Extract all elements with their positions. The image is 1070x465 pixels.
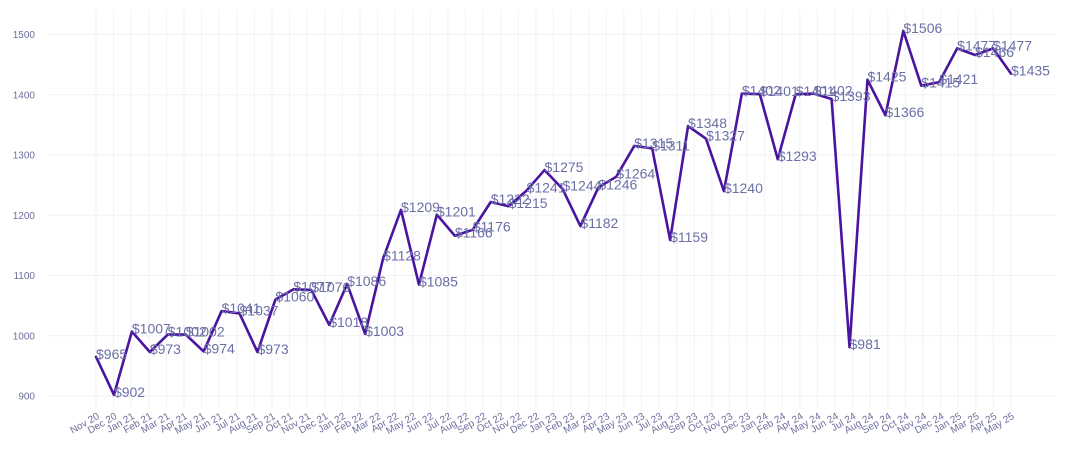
data-label: $1018	[329, 314, 368, 330]
data-label: $1041	[222, 300, 261, 316]
data-label: $1466	[975, 44, 1014, 60]
data-label: $1166	[455, 225, 493, 241]
data-label: $1002	[168, 324, 207, 340]
data-label: $1003	[365, 323, 404, 339]
data-label: $973	[257, 341, 288, 357]
data-label: $974	[204, 340, 235, 356]
data-label: $1007	[132, 321, 171, 337]
data-label: $1241	[527, 180, 566, 196]
data-label: $1128	[383, 248, 421, 264]
data-label: $1201	[437, 204, 476, 220]
data-label: $1077	[293, 278, 332, 294]
horizontal-gridlines	[48, 34, 1056, 397]
y-tick-label: 1400	[13, 90, 36, 101]
data-label: $1176	[473, 219, 511, 235]
data-label: $1060	[275, 289, 314, 305]
data-labels: $965$902$1007$973$1002$1002$974$1041$103…	[96, 20, 1050, 400]
data-label: $1421	[939, 71, 978, 87]
data-label: $1002	[186, 324, 225, 340]
data-label: $981	[850, 336, 881, 352]
data-label: $965	[96, 346, 127, 362]
y-tick-label: 900	[18, 392, 35, 403]
data-label: $1402	[814, 83, 853, 99]
data-label: $902	[114, 384, 145, 400]
data-label: $1506	[903, 20, 942, 36]
data-label: $1085	[419, 274, 458, 290]
y-tick-label: 1000	[13, 331, 36, 342]
data-label: $1311	[652, 137, 690, 153]
data-label: $1402	[742, 83, 781, 99]
data-label: $1246	[598, 177, 637, 193]
data-label: $1366	[885, 104, 924, 120]
data-label: $1315	[634, 135, 673, 151]
data-label: $1275	[545, 159, 584, 175]
y-tick-label: 1100	[13, 271, 35, 282]
data-label: $1477	[993, 37, 1032, 53]
data-label: $1209	[401, 199, 440, 215]
data-label: $973	[150, 341, 181, 357]
data-label: $1401	[760, 83, 799, 99]
y-tick-label: 1200	[13, 211, 36, 222]
data-label: $1240	[724, 180, 763, 196]
data-label: $1435	[1011, 63, 1050, 79]
data-label: $1415	[921, 75, 960, 91]
data-label: $1401	[796, 83, 835, 99]
data-label: $1037	[240, 302, 279, 318]
data-label: $1215	[509, 195, 548, 211]
data-label: $1182	[580, 215, 618, 231]
data-label: $1393	[832, 88, 871, 104]
data-label: $1244	[562, 178, 601, 194]
y-axis: 900 1000 1100 1200 1300 1400 1500	[13, 30, 36, 403]
data-label: $1159	[670, 229, 708, 245]
y-tick-label: 1500	[13, 30, 36, 41]
data-label: $1425	[867, 69, 906, 85]
data-label: $1076	[311, 279, 350, 295]
data-label: $1477	[957, 37, 996, 53]
data-label: $1293	[778, 148, 817, 164]
data-label: $1222	[491, 191, 530, 207]
data-label: $1348	[688, 115, 727, 131]
y-tick-label: 1300	[13, 151, 36, 162]
data-label: $1086	[347, 273, 386, 289]
vertical-gridlines	[95, 10, 1012, 408]
data-label: $1327	[706, 128, 745, 144]
data-label: $1264	[616, 166, 655, 182]
series-line	[94, 29, 1013, 397]
